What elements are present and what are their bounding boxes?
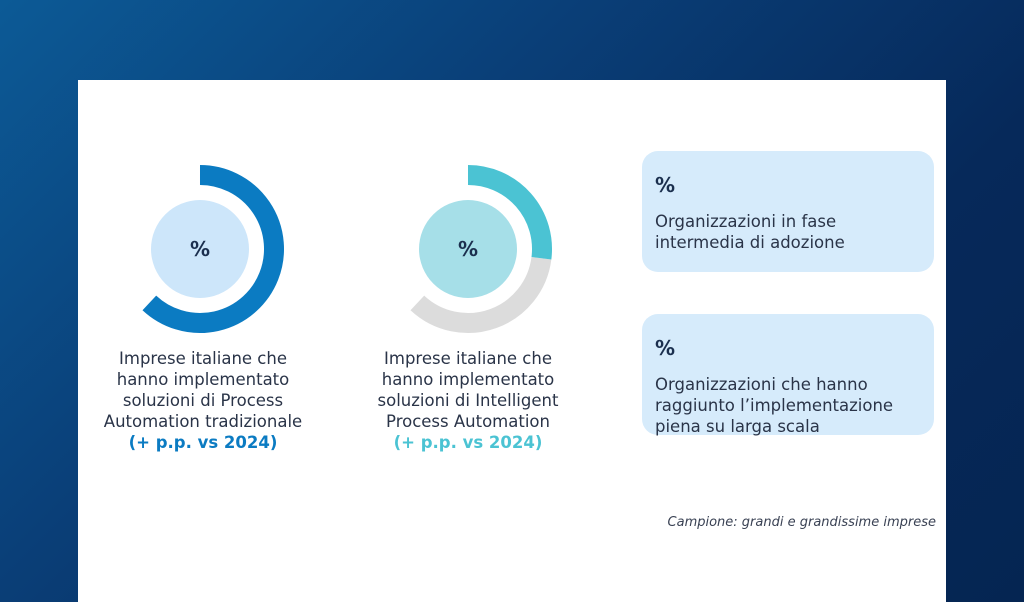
donut-chart-intelligent-automation: % <box>406 164 556 336</box>
stat-line: Organizzazioni in fase <box>655 212 837 231</box>
desc-highlight: (+ p.p. vs 2024) <box>393 433 543 452</box>
donut-description: Imprese italiane che hanno implementato … <box>353 348 583 453</box>
donut-track-arc <box>410 256 552 333</box>
stat-percentage: % <box>655 173 676 197</box>
donut-percentage: % <box>189 237 211 261</box>
stat-line: piena su larga scala <box>655 417 820 436</box>
content-card: % Imprese italiane che hanno implementat… <box>78 80 946 602</box>
donut-chart-process-automation: % <box>138 164 288 336</box>
desc-line: Process Automation <box>386 412 550 431</box>
donut-progress-arc <box>142 165 284 333</box>
stat-line: Organizzazioni che hanno <box>655 375 868 394</box>
stat-line: intermedia di adozione <box>655 233 845 252</box>
desc-line: Imprese italiane che <box>119 349 287 368</box>
donut-svg-2 <box>410 165 552 333</box>
donut-svg-1 <box>142 165 284 333</box>
donut-inner-disc <box>419 200 517 298</box>
desc-line: soluzioni di Intelligent <box>377 391 559 410</box>
stat-line: raggiunto l’implementazione <box>655 396 894 415</box>
stat-description: Organizzazioni in fase intermedia di ado… <box>655 211 925 253</box>
donut-description: Imprese italiane che hanno implementato … <box>88 348 318 453</box>
desc-line: hanno implementato <box>116 370 290 389</box>
stat-box-intermediate-adoption: % Organizzazioni in fase intermedia di a… <box>642 151 934 272</box>
stat-percentage: % <box>655 336 676 360</box>
stat-box-full-implementation: % Organizzazioni che hanno raggiunto l’i… <box>642 314 934 437</box>
donut-inner-disc <box>151 200 249 298</box>
desc-line: Automation tradizionale <box>103 412 303 431</box>
desc-line: Imprese italiane che <box>384 349 552 368</box>
desc-line: soluzioni di Process <box>122 391 284 410</box>
donut-percentage: % <box>457 237 479 261</box>
desc-highlight: (+ p.p. vs 2024) <box>128 433 278 452</box>
sample-footnote: Campione: grandi e grandissime imprese <box>667 515 936 530</box>
stat-description: Organizzazioni che hanno raggiunto l’imp… <box>655 374 925 437</box>
desc-line: hanno implementato <box>381 370 555 389</box>
donut-progress-arc <box>467 165 552 260</box>
